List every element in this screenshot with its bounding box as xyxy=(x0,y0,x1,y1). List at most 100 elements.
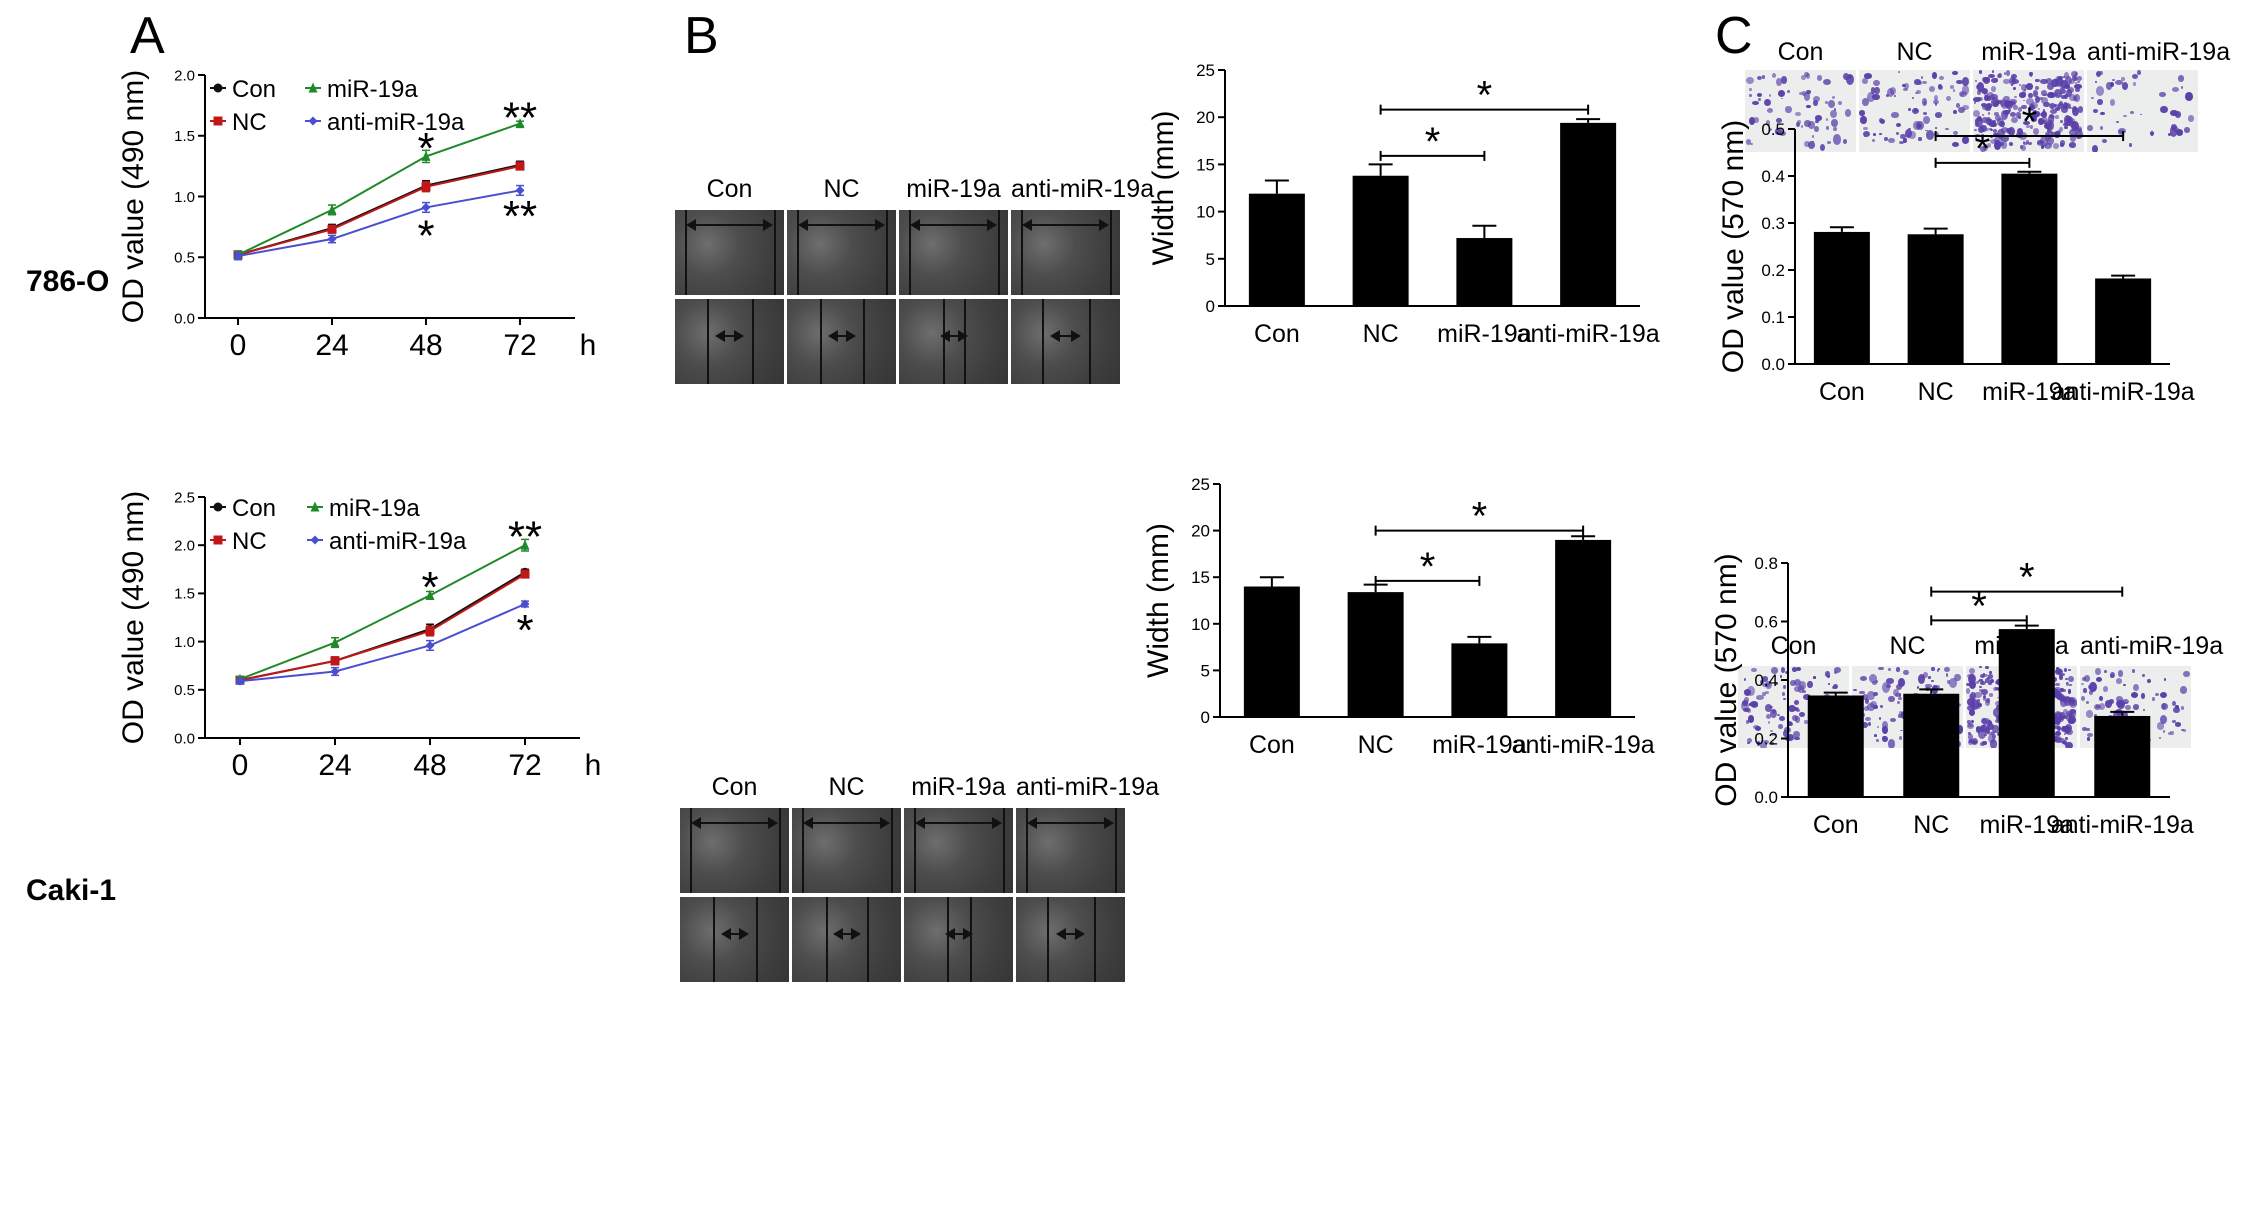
b-786o-ytick-label: 10 xyxy=(1196,203,1215,222)
wound-edge xyxy=(1041,299,1044,384)
stained-cell xyxy=(1912,121,1921,130)
stained-cell xyxy=(1914,79,1921,85)
stained-cell xyxy=(2034,95,2040,104)
stained-cell xyxy=(1914,108,1918,113)
stained-cell xyxy=(2159,91,2167,98)
a-786o-point-mir-19a xyxy=(421,150,431,161)
stained-cell xyxy=(1784,671,1789,674)
stained-cell xyxy=(1807,681,1813,689)
stained-cell xyxy=(2059,88,2066,94)
stained-cell xyxy=(1991,70,1995,73)
stained-cell xyxy=(1917,674,1926,685)
stained-cell xyxy=(1918,81,1923,85)
row-label-786o: 786-O xyxy=(26,265,110,298)
stained-cell xyxy=(2011,73,2018,80)
scratch-image-0h xyxy=(680,808,789,893)
stained-cell xyxy=(1929,86,1936,93)
stained-cell xyxy=(1833,126,1837,132)
stained-cell xyxy=(1979,724,1986,732)
stained-cell xyxy=(1766,108,1773,114)
stained-cell xyxy=(2066,89,2072,98)
stained-cell xyxy=(2169,126,2178,137)
stained-cell xyxy=(1743,688,1751,696)
stained-cell xyxy=(2180,86,2183,89)
stained-cell xyxy=(2048,103,2056,110)
b-786o-ytick-label: 0 xyxy=(1206,297,1215,316)
c-786o-category-label: Con xyxy=(1819,378,1865,406)
stained-cell xyxy=(2103,685,2109,692)
stained-cell xyxy=(1953,110,1957,115)
stained-cell xyxy=(2021,145,2026,152)
stained-cell xyxy=(2087,737,2090,741)
stained-cell xyxy=(1749,88,1753,91)
stained-cell xyxy=(2069,134,2077,143)
stained-cell xyxy=(1898,693,1902,697)
transwell-stain-image xyxy=(2087,70,2198,152)
stained-cell xyxy=(1867,721,1871,726)
stained-cell xyxy=(2184,127,2190,133)
stained-cell xyxy=(1749,117,1756,126)
stained-cell xyxy=(2050,93,2055,98)
stained-cell xyxy=(2001,127,2009,133)
stained-cell xyxy=(2086,700,2089,704)
stained-cell xyxy=(1989,738,1998,748)
b-786o-category-label: Con xyxy=(1254,320,1300,348)
stained-cell xyxy=(1757,697,1760,700)
wound-edge xyxy=(796,210,799,295)
a-786o-legend-marker-anti-mir-19a xyxy=(308,116,318,126)
stained-cell xyxy=(2109,699,2115,704)
stained-cell xyxy=(1882,725,1889,734)
stained-cell xyxy=(1897,71,1901,74)
stained-cell xyxy=(1898,710,1902,715)
stained-cell xyxy=(1968,708,1976,716)
stained-cell xyxy=(1842,72,1849,80)
stained-cell xyxy=(1902,84,1907,88)
stained-cell xyxy=(1877,666,1885,671)
stained-cell xyxy=(1860,676,1868,682)
stained-cell xyxy=(2060,699,2068,708)
stained-cell xyxy=(2095,676,2103,683)
stained-cell xyxy=(1751,100,1759,106)
stained-cell xyxy=(1786,90,1791,94)
stained-cell xyxy=(2068,118,2076,124)
stained-cell xyxy=(1782,685,1786,690)
a-786o-point-anti-mir-19a xyxy=(515,185,525,195)
stained-cell xyxy=(1985,127,1990,132)
stained-cell xyxy=(2013,87,2016,90)
b-786o-ytick-label: 20 xyxy=(1196,108,1215,127)
stained-cell xyxy=(1823,79,1832,86)
wound-edge xyxy=(801,808,804,893)
stained-cell xyxy=(2155,693,2160,697)
stained-cell xyxy=(1790,680,1797,686)
stained-cell xyxy=(2082,688,2088,693)
stained-cell xyxy=(2063,696,2071,706)
stained-cell xyxy=(1971,699,1980,710)
stained-cell xyxy=(1994,140,2002,150)
stained-cell xyxy=(2142,708,2146,712)
stained-cell xyxy=(2061,106,2068,113)
stained-cell xyxy=(2009,112,2016,118)
stained-cell xyxy=(2055,668,2063,675)
stained-cell xyxy=(2000,141,2008,149)
stained-cell xyxy=(1979,686,1982,689)
stained-cell xyxy=(1970,691,1977,700)
stained-cell xyxy=(2045,120,2054,131)
b-786o-y-axis-title: Width (mm) xyxy=(1147,111,1180,266)
stained-cell xyxy=(1802,690,1806,693)
scratch-image-0h xyxy=(1016,808,1125,893)
wound-edge xyxy=(825,897,828,982)
photo-label: miR-19a xyxy=(1981,38,2076,66)
stained-cell xyxy=(1989,128,1994,132)
a-caki1-ytick-label: 1.0 xyxy=(174,634,195,651)
photo-label: Con xyxy=(1770,632,1817,660)
stained-cell xyxy=(1931,667,1935,671)
stained-cell xyxy=(1961,85,1970,96)
stained-cell xyxy=(2063,688,2066,692)
width-arrow xyxy=(802,817,891,829)
stained-cell xyxy=(1992,119,1996,124)
stained-cell xyxy=(1973,97,1981,103)
stained-cell xyxy=(1862,721,1868,728)
stained-cell xyxy=(2077,106,2084,114)
a-786o-significance-star: * xyxy=(417,124,434,173)
stained-cell xyxy=(1978,680,1981,683)
